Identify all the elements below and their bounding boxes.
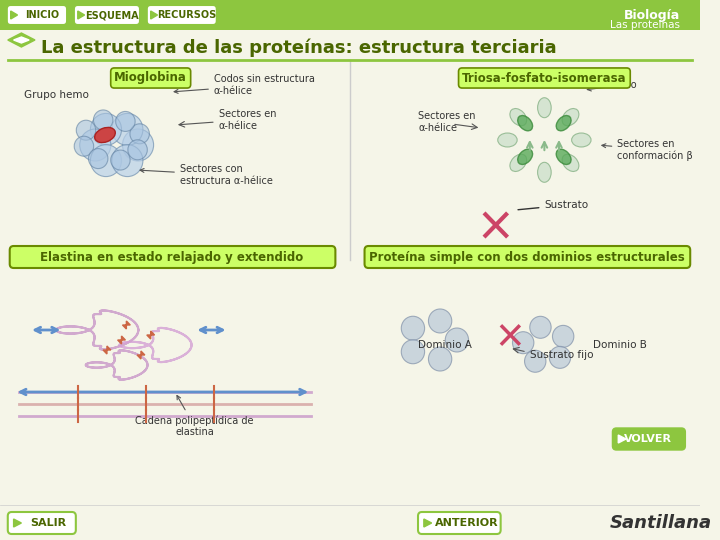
Polygon shape	[424, 519, 431, 527]
Circle shape	[89, 148, 108, 168]
Text: Mioglobina: Mioglobina	[114, 71, 187, 84]
Ellipse shape	[510, 109, 526, 126]
Circle shape	[76, 120, 96, 140]
Polygon shape	[11, 11, 17, 19]
Polygon shape	[14, 37, 30, 43]
FancyArrowPatch shape	[527, 142, 533, 150]
Text: Sectores en
α-hélice: Sectores en α-hélice	[418, 111, 475, 133]
FancyArrowPatch shape	[541, 142, 547, 150]
Ellipse shape	[557, 149, 571, 165]
FancyBboxPatch shape	[10, 246, 336, 268]
Circle shape	[80, 129, 111, 161]
Circle shape	[552, 326, 574, 347]
Text: Codos sin estructura
α-hélice: Codos sin estructura α-hélice	[174, 74, 315, 96]
Circle shape	[122, 129, 153, 161]
Text: Proteína simple con dos dominios estructurales: Proteína simple con dos dominios estruct…	[369, 251, 685, 264]
FancyBboxPatch shape	[418, 512, 500, 534]
Circle shape	[401, 340, 425, 364]
Circle shape	[530, 316, 551, 338]
Polygon shape	[117, 336, 125, 344]
Polygon shape	[122, 321, 130, 329]
Text: ANTERIOR: ANTERIOR	[435, 518, 498, 528]
Circle shape	[130, 124, 149, 144]
Ellipse shape	[538, 163, 552, 183]
Text: Triosa-fosfato-isomerasa: Triosa-fosfato-isomerasa	[462, 71, 626, 84]
Polygon shape	[14, 519, 22, 527]
Ellipse shape	[557, 116, 571, 131]
FancyBboxPatch shape	[74, 5, 140, 25]
Text: Sectores en
α-hélice: Sectores en α-hélice	[219, 109, 276, 131]
Circle shape	[401, 316, 425, 340]
Text: Elastina en estado relajado y extendido: Elastina en estado relajado y extendido	[40, 251, 304, 264]
Text: Cadena polipeptídica de
elastina: Cadena polipeptídica de elastina	[135, 395, 253, 437]
Circle shape	[94, 110, 113, 130]
Circle shape	[549, 346, 571, 368]
Text: Dominio B: Dominio B	[593, 340, 647, 350]
Ellipse shape	[572, 133, 591, 147]
Polygon shape	[8, 33, 35, 47]
Circle shape	[116, 111, 135, 131]
Text: RECURSOS: RECURSOS	[157, 10, 216, 20]
Text: Grupo hemo: Grupo hemo	[24, 90, 89, 100]
Circle shape	[428, 309, 451, 333]
Ellipse shape	[538, 98, 552, 118]
Text: Dominio A: Dominio A	[418, 340, 472, 350]
Ellipse shape	[562, 109, 579, 126]
Ellipse shape	[510, 154, 526, 172]
Circle shape	[112, 113, 143, 145]
FancyBboxPatch shape	[147, 5, 217, 25]
Text: VOLVER: VOLVER	[624, 434, 672, 444]
Circle shape	[74, 136, 94, 156]
Circle shape	[112, 145, 143, 177]
Polygon shape	[78, 11, 84, 19]
Text: Sustrato: Sustrato	[518, 200, 588, 210]
Ellipse shape	[94, 127, 115, 143]
Text: Sectores con
estructura α-hélice: Sectores con estructura α-hélice	[140, 164, 273, 186]
Polygon shape	[137, 351, 145, 359]
Text: Sustrato fijo: Sustrato fijo	[530, 350, 593, 360]
FancyArrowPatch shape	[557, 142, 562, 150]
Ellipse shape	[498, 133, 517, 147]
Text: La estructura de las proteínas: estructura terciaria: La estructura de las proteínas: estructu…	[41, 39, 557, 57]
FancyBboxPatch shape	[613, 428, 685, 450]
Circle shape	[428, 347, 451, 371]
FancyBboxPatch shape	[8, 512, 76, 534]
Polygon shape	[618, 435, 626, 443]
Text: SALIR: SALIR	[30, 518, 67, 528]
Ellipse shape	[518, 149, 533, 165]
Circle shape	[445, 328, 469, 352]
Text: INICIO: INICIO	[24, 10, 59, 20]
Circle shape	[525, 350, 546, 372]
FancyBboxPatch shape	[6, 5, 67, 25]
Polygon shape	[147, 331, 155, 339]
Bar	[0, 0, 700, 30]
Text: Codo: Codo	[588, 80, 637, 91]
Text: Biología: Biología	[624, 9, 680, 22]
Text: Sectores en
conformación β: Sectores en conformación β	[602, 139, 693, 161]
Circle shape	[91, 113, 122, 145]
Circle shape	[513, 332, 534, 354]
Ellipse shape	[562, 154, 579, 172]
Circle shape	[91, 145, 122, 177]
Text: Las proteínas: Las proteínas	[611, 20, 680, 30]
Circle shape	[128, 140, 148, 160]
FancyBboxPatch shape	[364, 246, 690, 268]
Polygon shape	[150, 11, 158, 19]
Text: Santillana: Santillana	[610, 514, 712, 532]
Polygon shape	[103, 346, 111, 354]
Text: ESQUEMA: ESQUEMA	[85, 10, 139, 20]
Ellipse shape	[518, 116, 533, 131]
Circle shape	[111, 150, 130, 170]
